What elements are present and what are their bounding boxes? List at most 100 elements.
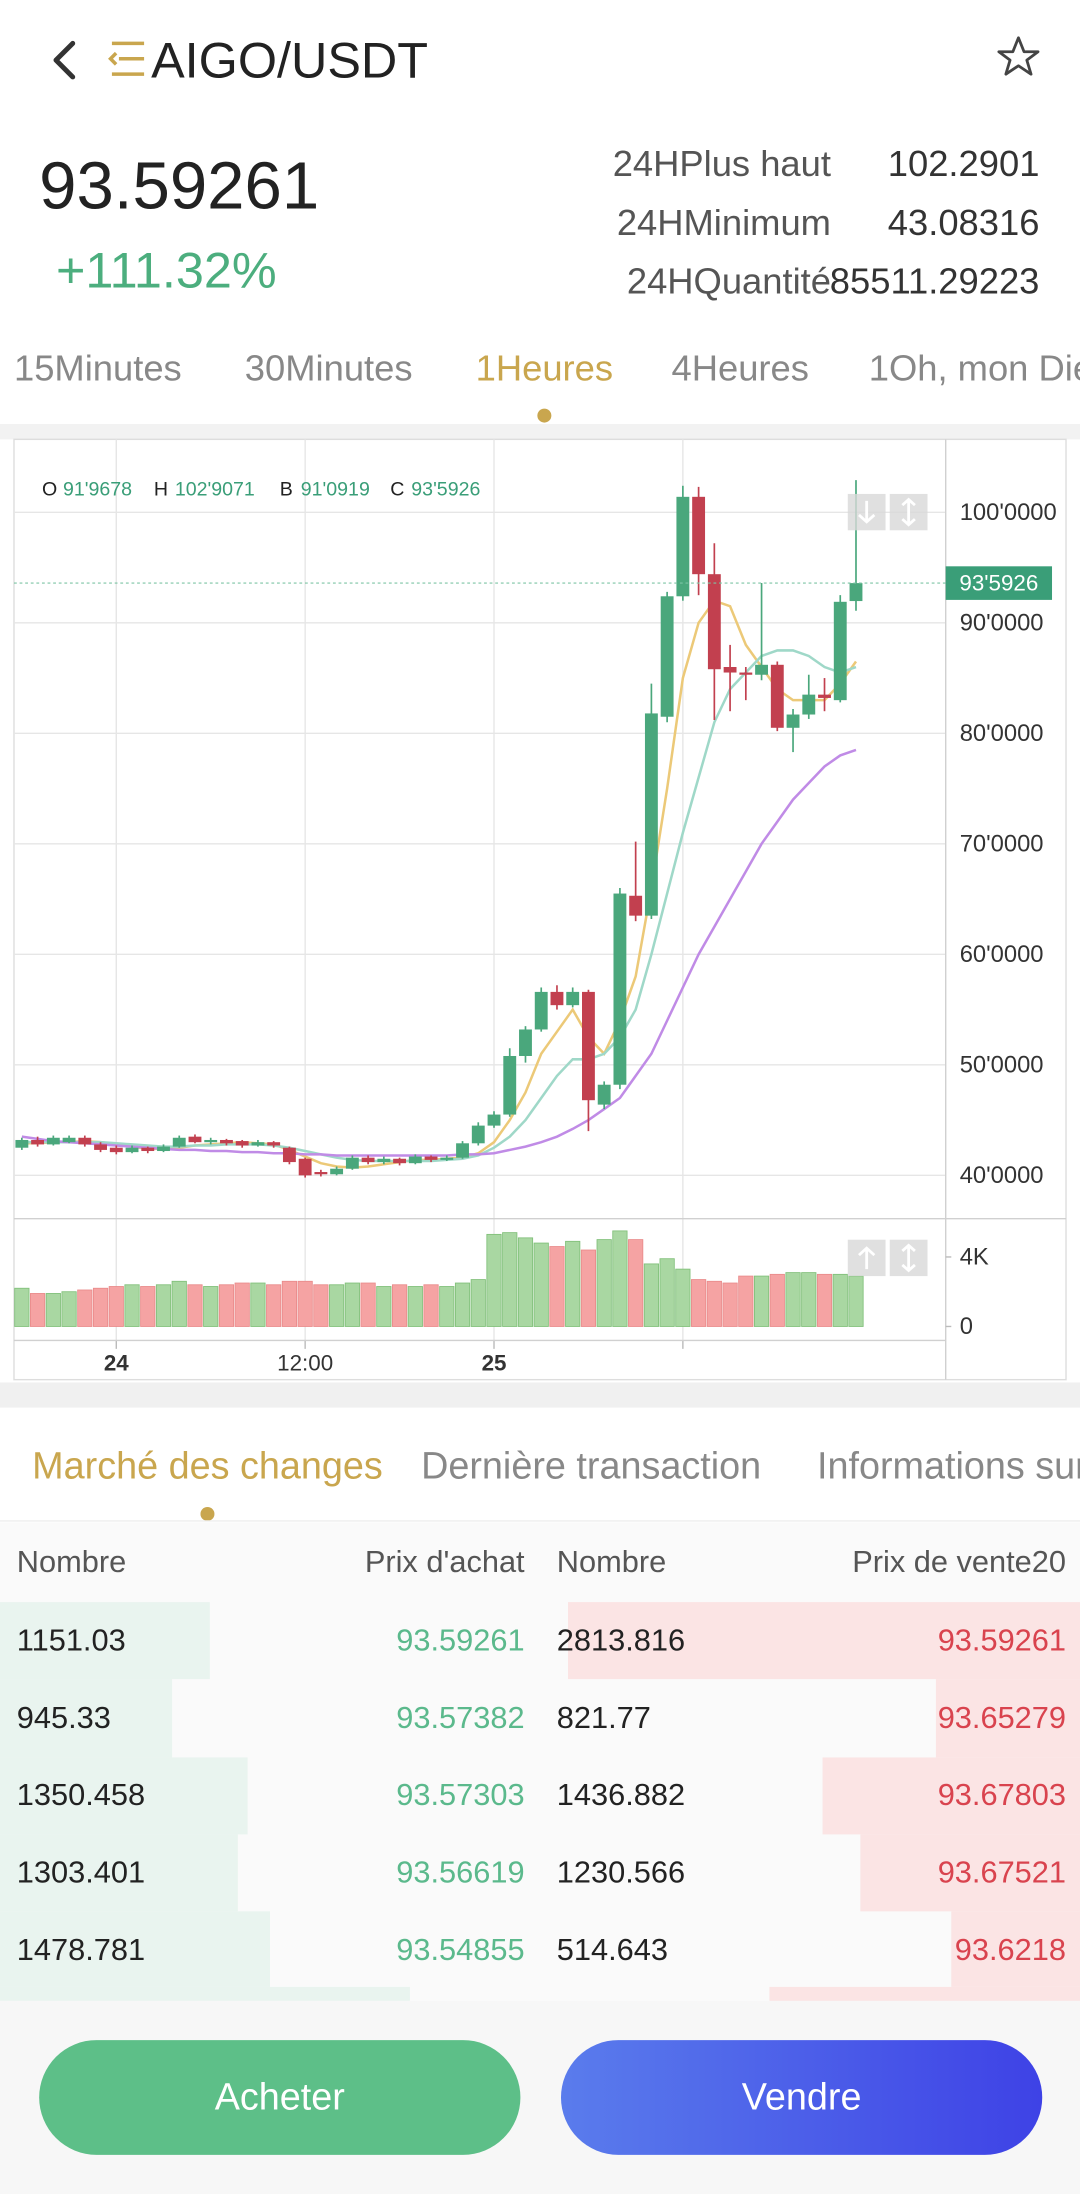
- volume-bar: [769, 1273, 785, 1327]
- volume-bar: [407, 1286, 423, 1327]
- candle-body: [707, 574, 721, 670]
- tab[interactable]: 30Minutes: [245, 347, 413, 388]
- tab[interactable]: Marché des changes: [32, 1445, 383, 1487]
- volume-bar: [659, 1258, 675, 1327]
- candle-body: [157, 1146, 170, 1152]
- buy-label[interactable]: Acheter: [215, 2076, 345, 2118]
- market-tabs: Marché des changes Dernière transaction In…: [32, 1445, 1080, 1521]
- depth-bars: [0, 1602, 1080, 2001]
- volume-bar: [722, 1282, 738, 1327]
- tab[interactable]: Informations sur: [817, 1445, 1080, 1487]
- volume-bar: [313, 1284, 329, 1327]
- ask-price: 93.59261: [938, 1622, 1066, 1657]
- candle-body: [188, 1136, 202, 1143]
- buy-button-bg[interactable]: [39, 2040, 521, 2155]
- volume-bar: [77, 1289, 93, 1327]
- volume-bar: [234, 1282, 250, 1327]
- ohlc-key: C: [390, 479, 404, 501]
- candle-body: [109, 1147, 123, 1153]
- sell-button-bg[interactable]: [560, 2040, 1043, 2155]
- volume-bar: [675, 1268, 691, 1327]
- bid-depth: [0, 1679, 173, 1758]
- candle-body: [723, 667, 737, 673]
- volume-bar: [155, 1284, 172, 1327]
- tab[interactable]: 1Heures: [476, 347, 613, 388]
- bid-depth: [0, 1911, 270, 1987]
- bid-quantity: 1350.458: [17, 1777, 145, 1812]
- stat-value: 85511.29223: [830, 261, 1040, 302]
- sell-button[interactable]: Vendre: [560, 2040, 1043, 2155]
- candle-body: [251, 1142, 265, 1146]
- column-header: Nombre: [17, 1544, 126, 1579]
- ohlc-value: 102'9071: [175, 479, 255, 501]
- candle-body: [31, 1139, 45, 1145]
- divider: [0, 1382, 1080, 1408]
- volume-bar: [596, 1239, 612, 1327]
- ask-depth: [860, 1834, 1080, 1912]
- volume-bar: [643, 1263, 659, 1327]
- y-tick-label: 70'0000: [960, 830, 1044, 857]
- buy-button[interactable]: Acheter: [39, 2040, 521, 2155]
- volume-bar: [171, 1280, 187, 1327]
- y-tick-label: 60'0000: [960, 941, 1044, 968]
- ask-price: 93.67803: [938, 1777, 1066, 1812]
- column-header: Prix d'achat: [365, 1544, 525, 1579]
- volume-bar: [423, 1284, 439, 1327]
- ma-line: [21, 649, 857, 1163]
- candle-body: [519, 1029, 532, 1056]
- candle-body: [456, 1143, 469, 1158]
- volume-bar: [14, 1287, 30, 1327]
- candle-body: [566, 991, 580, 1006]
- candle-body: [62, 1137, 76, 1143]
- volume-bar: [580, 1249, 597, 1327]
- volume-bar: [454, 1282, 471, 1327]
- volume-bar: [218, 1284, 235, 1327]
- tab[interactable]: 1Oh, mon Die: [869, 347, 1080, 388]
- candle-body: [487, 1114, 501, 1126]
- interval-tabs: 15Minutes 30Minutes 1Heures 4Heures 1Oh, mon…: [14, 347, 1080, 423]
- chart-control-icon[interactable]: [901, 1243, 916, 1273]
- candle-body: [330, 1168, 344, 1175]
- volume-bar: [250, 1282, 266, 1327]
- volume-bar: [832, 1273, 848, 1327]
- ohlc-value: 91'9678: [63, 479, 132, 501]
- ohlc-value: 91'0919: [301, 479, 370, 501]
- favorite-star[interactable]: [997, 36, 1040, 76]
- stat-label: 24HPlus haut: [613, 143, 831, 184]
- candle-body: [770, 664, 784, 728]
- candle-body: [613, 893, 627, 1085]
- last-price: 93.59261: [39, 149, 319, 224]
- candle-body: [739, 672, 753, 675]
- volume-bar: [801, 1272, 817, 1327]
- tab[interactable]: Dernière transaction: [421, 1445, 761, 1487]
- stat-value: 43.08316: [888, 202, 1040, 243]
- y-tick-label: 4K: [960, 1243, 989, 1270]
- chart-control-icon[interactable]: [858, 1246, 876, 1270]
- menu-icon[interactable]: [108, 41, 145, 76]
- candle-body: [503, 1055, 517, 1115]
- tab[interactable]: 15Minutes: [14, 347, 182, 388]
- price-change: +111.32%: [56, 242, 277, 299]
- volume-bar: [360, 1282, 376, 1327]
- sell-label[interactable]: Vendre: [742, 2076, 862, 2118]
- chart-control-icon[interactable]: [901, 497, 916, 527]
- ohlc-value: 93'5926: [411, 479, 480, 501]
- volume-bar: [439, 1286, 455, 1327]
- candle-body: [172, 1137, 186, 1147]
- chart-control-icon[interactable]: [858, 500, 876, 524]
- volume-bar: [297, 1280, 313, 1327]
- candle-body: [361, 1157, 375, 1163]
- y-tick-label: 0: [960, 1313, 973, 1340]
- volume-bar: [92, 1287, 109, 1327]
- volume-bar: [329, 1284, 345, 1327]
- candle-body: [676, 496, 690, 597]
- candle-body: [282, 1147, 296, 1163]
- ask-price: 93.67521: [938, 1855, 1066, 1890]
- tab[interactable]: 4Heures: [672, 347, 809, 388]
- volume-bar: [612, 1230, 628, 1327]
- stat-label: 24HQuantité: [627, 261, 831, 302]
- back-button[interactable]: [53, 40, 76, 80]
